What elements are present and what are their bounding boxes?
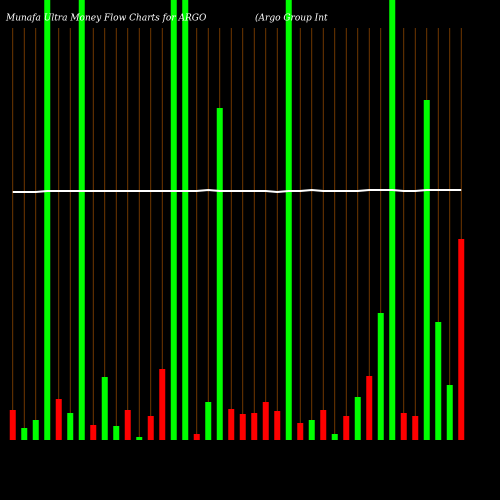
bar <box>262 402 269 440</box>
bar <box>55 399 62 440</box>
bar <box>124 410 131 440</box>
bar <box>274 411 281 440</box>
bar <box>159 369 166 440</box>
bar <box>458 239 465 440</box>
bar <box>400 413 407 440</box>
bar <box>67 413 74 440</box>
bar <box>297 423 304 440</box>
bar <box>32 420 39 440</box>
bar <box>377 313 384 440</box>
bar <box>228 409 235 440</box>
bar <box>251 413 258 440</box>
chart-title: Munafa Ultra Money Flow Charts for ARGO <box>5 14 207 24</box>
money-flow-line <box>12 188 462 194</box>
bar <box>147 416 154 440</box>
bar <box>320 410 327 440</box>
bar <box>90 425 97 440</box>
bar <box>101 377 108 440</box>
bar <box>9 410 16 440</box>
bar <box>136 437 143 440</box>
bar <box>308 420 315 440</box>
bar <box>331 434 338 440</box>
bar <box>21 428 28 440</box>
bar <box>285 0 292 440</box>
bar <box>389 0 396 440</box>
bar <box>44 0 51 440</box>
bar <box>193 434 200 440</box>
bar <box>205 402 212 440</box>
bar <box>343 416 350 440</box>
bar <box>354 397 361 440</box>
bar <box>366 376 373 440</box>
bar <box>435 322 442 440</box>
bar <box>182 0 189 440</box>
bar <box>78 0 85 440</box>
bar <box>446 385 453 440</box>
chart-subtitle: (Argo Group Int <box>255 13 328 24</box>
bar <box>113 426 120 440</box>
bar <box>423 100 430 440</box>
bar <box>216 108 223 440</box>
bar <box>412 416 419 440</box>
bar <box>239 414 246 440</box>
bar <box>170 0 177 440</box>
